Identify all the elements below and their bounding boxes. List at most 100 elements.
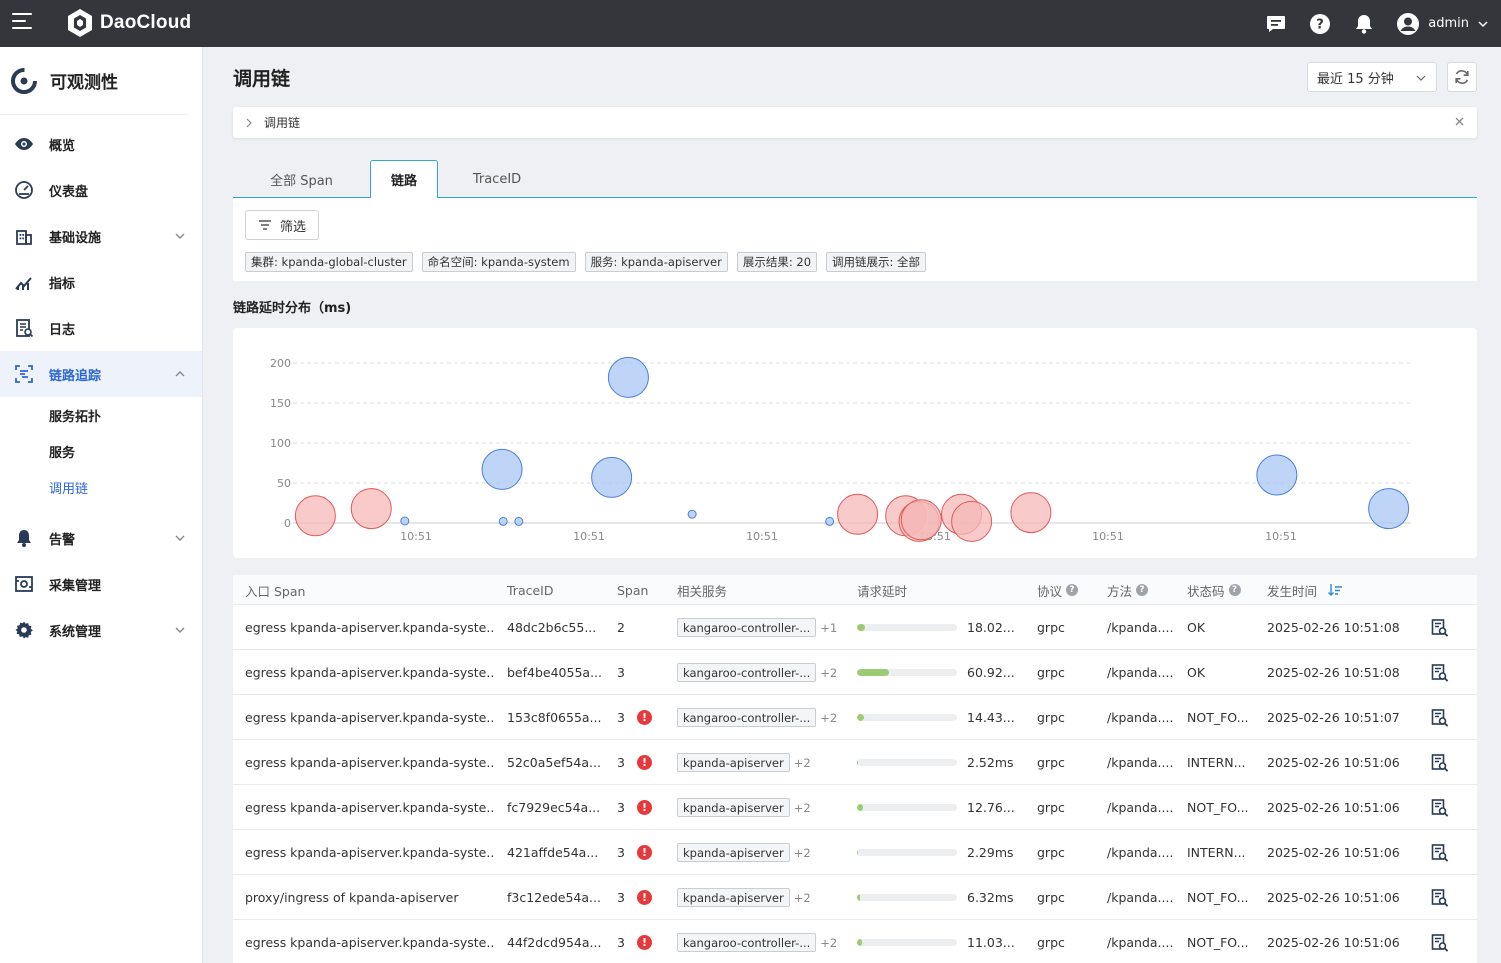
filter-tag[interactable]: 展示结果: 20 <box>736 252 818 272</box>
sidebar-subitem-topology[interactable]: 服务拓扑 <box>49 409 102 425</box>
filter-button[interactable]: 筛选 <box>245 210 319 240</box>
entry-span-cell[interactable]: proxy/ingress of kpanda-apiserver <box>245 890 459 905</box>
message-icon[interactable] <box>1264 12 1288 36</box>
service-tag[interactable]: kangaroo-controller-... <box>677 618 817 637</box>
tab-traceid[interactable]: TraceID <box>472 171 522 187</box>
sort-descending-icon[interactable] <box>1327 583 1343 597</box>
sidebar-item-dashboard[interactable]: 仪表盘 <box>0 167 202 213</box>
table-row[interactable]: egress kpanda-apiserver.kpanda-syste... 5… <box>233 740 1477 785</box>
sidebar-subitem-services[interactable]: 服务 <box>49 445 76 461</box>
close-icon[interactable] <box>1454 116 1465 127</box>
service-tag[interactable]: kangaroo-controller-... <box>677 933 817 952</box>
traceid-cell[interactable]: 153c8f0655a... <box>507 710 602 725</box>
extra-services-count[interactable]: +2 <box>820 935 838 950</box>
error-trace-point[interactable] <box>350 488 392 530</box>
table-row[interactable]: egress kpanda-apiserver.kpanda-syste... f… <box>233 785 1477 830</box>
entry-span-cell[interactable]: egress kpanda-apiserver.kpanda-syste... <box>245 710 495 725</box>
service-tag[interactable]: kpanda-apiserver <box>677 888 790 907</box>
table-row[interactable]: egress kpanda-apiserver.kpanda-syste... 1… <box>233 695 1477 740</box>
traceid-cell[interactable]: 52c0a5ef54a... <box>507 755 601 770</box>
error-trace-point[interactable] <box>1010 492 1052 534</box>
help-icon[interactable]: ? <box>1136 584 1149 596</box>
entry-span-cell[interactable]: egress kpanda-apiserver.kpanda-syste... <box>245 620 495 635</box>
help-icon[interactable]: ? <box>1308 12 1332 36</box>
bell-icon[interactable] <box>1352 12 1376 36</box>
view-trace-button[interactable] <box>1430 830 1454 875</box>
sidebar-item-tracing[interactable]: 链路追踪 <box>0 351 202 397</box>
help-icon[interactable]: ? <box>1066 584 1079 596</box>
table-row[interactable]: egress kpanda-apiserver.kpanda-syste... 4… <box>233 605 1477 650</box>
sidebar-item-overview[interactable]: 概览 <box>0 121 202 167</box>
trace-point[interactable] <box>591 456 633 498</box>
extra-services-count[interactable]: +1 <box>820 620 838 635</box>
view-trace-button[interactable] <box>1430 785 1454 830</box>
traceid-cell[interactable]: 44f2dcd954a... <box>507 935 602 950</box>
filter-tag[interactable]: 命名空间: kpanda-system <box>421 252 576 272</box>
filter-tag[interactable]: 集群: kpanda-global-cluster <box>245 252 413 272</box>
trace-point[interactable] <box>481 448 523 490</box>
column-header-time[interactable]: 发生时间 <box>1267 575 1343 605</box>
view-trace-button[interactable] <box>1430 740 1454 785</box>
tab-traces[interactable]: 链路 <box>370 160 438 199</box>
trace-point[interactable] <box>607 356 649 398</box>
sidebar-item-logs[interactable]: 日志 <box>0 305 202 351</box>
traceid-cell[interactable]: f3c12ede54a... <box>507 890 601 905</box>
help-icon[interactable]: ? <box>1228 584 1241 596</box>
traceid-cell[interactable]: 421affde54a... <box>507 845 599 860</box>
error-trace-point[interactable] <box>294 495 336 537</box>
view-trace-button[interactable] <box>1430 875 1454 920</box>
traceid-cell[interactable]: fc7929ec54a... <box>507 800 601 815</box>
table-row[interactable]: proxy/ingress of kpanda-apiserver f3c12ed… <box>233 875 1477 920</box>
table-row[interactable]: egress kpanda-apiserver.kpanda-syste... 4… <box>233 920 1477 963</box>
entry-span-cell[interactable]: egress kpanda-apiserver.kpanda-syste... <box>245 935 495 950</box>
error-trace-point[interactable] <box>837 493 879 535</box>
menu-toggle-button[interactable] <box>12 13 32 33</box>
sidebar-item-system[interactable]: 系统管理 <box>0 607 202 653</box>
view-trace-button[interactable] <box>1430 650 1454 695</box>
sidebar-item-collection[interactable]: 采集管理 <box>0 561 202 607</box>
extra-services-count[interactable]: +2 <box>793 755 811 770</box>
entry-span-cell[interactable]: egress kpanda-apiserver.kpanda-syste... <box>245 800 495 815</box>
extra-services-count[interactable]: +2 <box>820 665 838 680</box>
view-trace-button[interactable] <box>1430 605 1454 650</box>
extra-services-count[interactable]: +2 <box>820 710 838 725</box>
filter-tag[interactable]: 调用链展示: 全部 <box>826 252 927 272</box>
extra-services-count[interactable]: +2 <box>793 800 811 815</box>
table-row[interactable]: egress kpanda-apiserver.kpanda-syste... b… <box>233 650 1477 695</box>
refresh-button[interactable] <box>1447 62 1477 92</box>
brand-logo[interactable]: DaoCloud <box>66 8 191 38</box>
entry-span-cell[interactable]: egress kpanda-apiserver.kpanda-syste... <box>245 665 495 680</box>
sidebar-item-infrastructure[interactable]: 基础设施 <box>0 213 202 259</box>
time-range-select[interactable]: 最近 15 分钟 <box>1307 62 1437 92</box>
sidebar-subitem-traces[interactable]: 调用链 <box>49 481 89 497</box>
sidebar-item-alerts[interactable]: 告警 <box>0 515 202 561</box>
service-tag[interactable]: kpanda-apiserver <box>677 753 790 772</box>
service-tag[interactable]: kangaroo-controller-... <box>677 663 817 682</box>
filter-tag[interactable]: 服务: kpanda-apiserver <box>584 252 728 272</box>
service-tag[interactable]: kpanda-apiserver <box>677 843 790 862</box>
table-row[interactable]: egress kpanda-apiserver.kpanda-syste... 4… <box>233 830 1477 875</box>
breadcrumb-item[interactable]: 调用链 <box>264 116 301 130</box>
error-trace-point[interactable] <box>951 500 993 542</box>
tab-all-spans[interactable]: 全部 Span <box>270 173 333 189</box>
extra-services-count[interactable]: +2 <box>793 890 811 905</box>
trace-point[interactable] <box>400 516 410 526</box>
service-tag[interactable]: kpanda-apiserver <box>677 798 790 817</box>
sidebar-item-metrics[interactable]: 指标 <box>0 259 202 305</box>
trace-point[interactable] <box>498 516 508 526</box>
traceid-cell[interactable]: bef4be4055a... <box>507 665 602 680</box>
product-header[interactable]: 可观测性 <box>0 47 188 115</box>
trace-point[interactable] <box>1368 488 1410 530</box>
trace-point[interactable] <box>1256 454 1298 496</box>
entry-span-cell[interactable]: egress kpanda-apiserver.kpanda-syste... <box>245 845 495 860</box>
entry-span-cell[interactable]: egress kpanda-apiserver.kpanda-syste... <box>245 755 495 770</box>
trace-point[interactable] <box>514 516 524 526</box>
extra-services-count[interactable]: +2 <box>793 845 811 860</box>
service-tag[interactable]: kangaroo-controller-... <box>677 708 817 727</box>
trace-point[interactable] <box>687 509 697 519</box>
chevron-right-icon[interactable] <box>244 118 254 128</box>
error-trace-point[interactable] <box>900 499 942 541</box>
view-trace-button[interactable] <box>1430 695 1454 740</box>
traceid-cell[interactable]: 48dc2b6c55... <box>507 620 597 635</box>
user-menu[interactable]: admin <box>1396 12 1489 36</box>
